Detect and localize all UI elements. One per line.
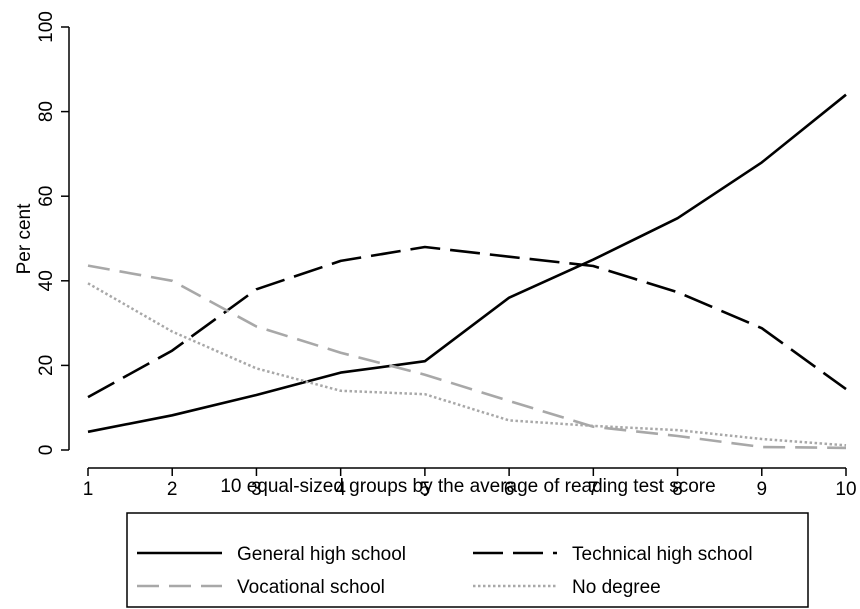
- x-tick-label: 1: [83, 479, 94, 500]
- chart-axes: 0 20 40 60 80 100 1 2 3 4 5 6 7 8 9 10: [36, 11, 857, 500]
- series-line-general-high-school: [87, 93, 847, 434]
- x-tick-label: 6: [504, 479, 515, 500]
- series-line-technical-high-school: [87, 245, 847, 399]
- legend: General high school Technical high school…: [126, 512, 809, 608]
- y-tick-label: 0: [36, 445, 57, 456]
- y-tick-label: 100: [36, 11, 57, 43]
- legend-label-technical-high-school: Technical high school: [572, 544, 753, 565]
- x-tick-label: 4: [335, 479, 346, 500]
- plot-lines: [87, 93, 847, 450]
- y-tick-label: 60: [36, 186, 57, 207]
- x-tick-label: 7: [588, 479, 599, 500]
- series-line-no-degree: [87, 282, 847, 447]
- x-tick-label: 10: [835, 479, 856, 500]
- y-tick-label: 20: [36, 355, 57, 376]
- x-tick-label: 8: [672, 479, 683, 500]
- y-axis-title-group: Per cent: [14, 203, 35, 274]
- y-tick-label: 40: [36, 270, 57, 291]
- y-tick-label: 80: [36, 101, 57, 122]
- x-tick-label: 9: [756, 479, 767, 500]
- x-tick-label: 2: [167, 479, 178, 500]
- x-axis-title: 10 equal-sized groups by the average of …: [220, 476, 715, 497]
- legend-label-general-high-school: General high school: [237, 544, 406, 565]
- x-tick-label: 5: [420, 479, 431, 500]
- legend-label-vocational-school: Vocational school: [237, 577, 385, 598]
- x-tick-label: 3: [251, 479, 262, 500]
- series-line-vocational-school: [87, 264, 847, 450]
- y-axis-title: Per cent: [14, 203, 35, 274]
- legend-box: [126, 512, 809, 608]
- legend-label-no-degree: No degree: [572, 577, 661, 598]
